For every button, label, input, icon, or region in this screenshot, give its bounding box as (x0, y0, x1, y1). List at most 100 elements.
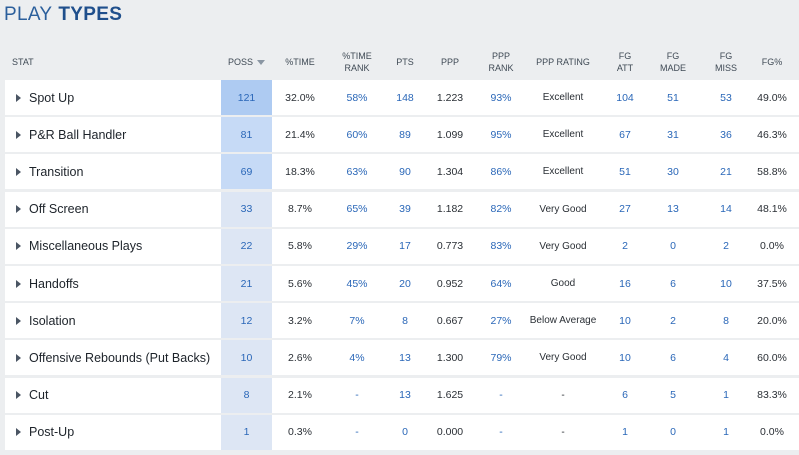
header-stat[interactable]: STAT (12, 47, 34, 77)
fg-miss-link[interactable]: 2 (723, 240, 729, 253)
row-expand-toggle[interactable]: P&R Ball Handler (16, 117, 126, 152)
row-expand-toggle[interactable]: Handoffs (16, 266, 79, 301)
fg-made-link[interactable]: 0 (670, 240, 676, 253)
header-fg-att[interactable]: FG ATT (610, 47, 640, 77)
pct-time-rank-link[interactable]: 29% (346, 240, 368, 253)
header-poss[interactable]: POSS (221, 47, 272, 77)
fg-att-link[interactable]: 10 (619, 351, 631, 364)
fg-made-link[interactable]: 0 (670, 426, 676, 439)
pct-time-rank-link[interactable]: 7% (349, 314, 365, 327)
pct-time-rank-link[interactable]: 60% (346, 128, 368, 141)
ppp-rank-link[interactable]: 27% (490, 314, 512, 327)
fg-att-link[interactable]: 67 (619, 128, 631, 141)
fg-att-link[interactable]: 6 (622, 389, 628, 402)
row-expand-toggle[interactable]: Spot Up (16, 80, 74, 115)
poss-cell[interactable]: 8 (221, 377, 272, 413)
caret-right-icon[interactable] (16, 316, 21, 325)
fg-made-link[interactable]: 31 (667, 128, 679, 141)
row-expand-toggle[interactable]: Post-Up (16, 415, 74, 450)
header-ppp-rank[interactable]: PPP RANK (480, 47, 522, 77)
caret-right-icon[interactable] (16, 205, 21, 214)
header-fg-pct[interactable]: FG% (752, 47, 792, 77)
poss-cell[interactable]: 121 (221, 80, 272, 115)
fg-miss-link[interactable]: 10 (720, 277, 732, 290)
row-expand-toggle[interactable]: Isolation (16, 303, 76, 338)
pts-link[interactable]: 90 (399, 165, 411, 178)
pts-link[interactable]: 89 (399, 128, 411, 141)
caret-right-icon[interactable] (16, 130, 21, 139)
poss-cell[interactable]: 22 (221, 228, 272, 264)
fg-att-link[interactable]: 2 (622, 240, 628, 253)
table-row[interactable]: Offensive Rebounds (Put Backs) 10 2.6% 4% 13… (5, 340, 799, 376)
row-expand-toggle[interactable]: Offensive Rebounds (Put Backs) (16, 340, 210, 375)
ppp-rank-link[interactable]: - (499, 389, 503, 402)
ppp-rank-link[interactable]: - (499, 426, 503, 439)
fg-miss-link[interactable]: 53 (720, 91, 732, 104)
poss-cell[interactable]: 21 (221, 266, 272, 301)
caret-right-icon[interactable] (16, 242, 21, 251)
fg-att-link[interactable]: 104 (616, 91, 634, 104)
ppp-rank-link[interactable]: 82% (490, 203, 512, 216)
sort-desc-icon[interactable] (257, 59, 265, 65)
pts-link[interactable]: 13 (399, 351, 411, 364)
fg-att-link[interactable]: 16 (619, 277, 631, 290)
poss-cell[interactable]: 10 (221, 340, 272, 376)
fg-miss-link[interactable]: 1 (723, 426, 729, 439)
caret-right-icon[interactable] (16, 391, 21, 400)
fg-made-link[interactable]: 30 (667, 165, 679, 178)
header-ppp[interactable]: PPP (432, 47, 468, 77)
table-row[interactable]: Spot Up 121 32.0% 58% 148 1.223 93% Excellent 10… (5, 80, 799, 115)
fg-made-link[interactable]: 5 (670, 389, 676, 402)
row-expand-toggle[interactable]: Cut (16, 378, 48, 413)
fg-miss-link[interactable]: 1 (723, 389, 729, 402)
pct-time-rank-link[interactable]: 45% (346, 277, 368, 290)
table-row[interactable]: Post-Up 1 0.3% - 0 0.000 - - 1 0 1 0.0% (5, 414, 799, 450)
poss-cell[interactable]: 81 (221, 117, 272, 153)
row-expand-toggle[interactable]: Transition (16, 154, 83, 189)
pct-time-rank-link[interactable]: - (355, 389, 359, 402)
caret-right-icon[interactable] (16, 167, 21, 176)
ppp-rank-link[interactable]: 93% (490, 91, 512, 104)
caret-right-icon[interactable] (16, 93, 21, 102)
poss-cell[interactable]: 1 (221, 414, 272, 450)
fg-miss-link[interactable]: 36 (720, 128, 732, 141)
pts-link[interactable]: 0 (402, 426, 408, 439)
ppp-rank-link[interactable]: 86% (490, 165, 512, 178)
pts-link[interactable]: 17 (399, 240, 411, 253)
pts-link[interactable]: 20 (399, 277, 411, 290)
fg-miss-link[interactable]: 21 (720, 165, 732, 178)
fg-att-link[interactable]: 27 (619, 203, 631, 216)
ppp-rank-link[interactable]: 79% (490, 351, 512, 364)
ppp-rank-link[interactable]: 83% (490, 240, 512, 253)
row-expand-toggle[interactable]: Off Screen (16, 192, 89, 227)
pct-time-rank-link[interactable]: 63% (346, 165, 368, 178)
fg-made-link[interactable]: 6 (670, 351, 676, 364)
pct-time-rank-link[interactable]: - (355, 426, 359, 439)
fg-made-link[interactable]: 2 (670, 314, 676, 327)
header-pts[interactable]: PTS (390, 47, 420, 77)
table-row[interactable]: Transition 69 18.3% 63% 90 1.304 86% Excellent 5… (5, 154, 799, 190)
pts-link[interactable]: 8 (402, 314, 408, 327)
poss-cell[interactable]: 69 (221, 154, 272, 190)
pct-time-rank-link[interactable]: 4% (349, 351, 365, 364)
ppp-rank-link[interactable]: 95% (490, 128, 512, 141)
fg-miss-link[interactable]: 14 (720, 203, 732, 216)
fg-att-link[interactable]: 10 (619, 314, 631, 327)
header-fg-miss[interactable]: FG MISS (711, 47, 741, 77)
pts-link[interactable]: 13 (399, 389, 411, 402)
header-fg-made[interactable]: FG MADE (658, 47, 688, 77)
table-row[interactable]: Off Screen 33 8.7% 65% 39 1.182 82% Very Good 27… (5, 191, 799, 227)
fg-att-link[interactable]: 51 (619, 165, 631, 178)
pct-time-rank-link[interactable]: 58% (346, 91, 368, 104)
fg-miss-link[interactable]: 8 (723, 314, 729, 327)
table-row[interactable]: Handoffs 21 5.6% 45% 20 0.952 64% Good 16 6 10 37.5… (5, 266, 799, 301)
fg-made-link[interactable]: 6 (670, 277, 676, 290)
header-ppp-rating[interactable]: PPP RATING (528, 47, 598, 77)
caret-right-icon[interactable] (16, 428, 21, 437)
pts-link[interactable]: 148 (396, 91, 414, 104)
fg-made-link[interactable]: 13 (667, 203, 679, 216)
table-row[interactable]: P&R Ball Handler 81 21.4% 60% 89 1.099 95% Exce… (5, 117, 799, 153)
table-row[interactable]: Miscellaneous Plays 22 5.8% 29% 17 0.773 83% Ve… (5, 228, 799, 264)
table-row[interactable]: Isolation 12 3.2% 7% 8 0.667 27% Below Average 1… (5, 303, 799, 339)
header-pct-time-rank[interactable]: %TIME RANK (335, 47, 379, 77)
